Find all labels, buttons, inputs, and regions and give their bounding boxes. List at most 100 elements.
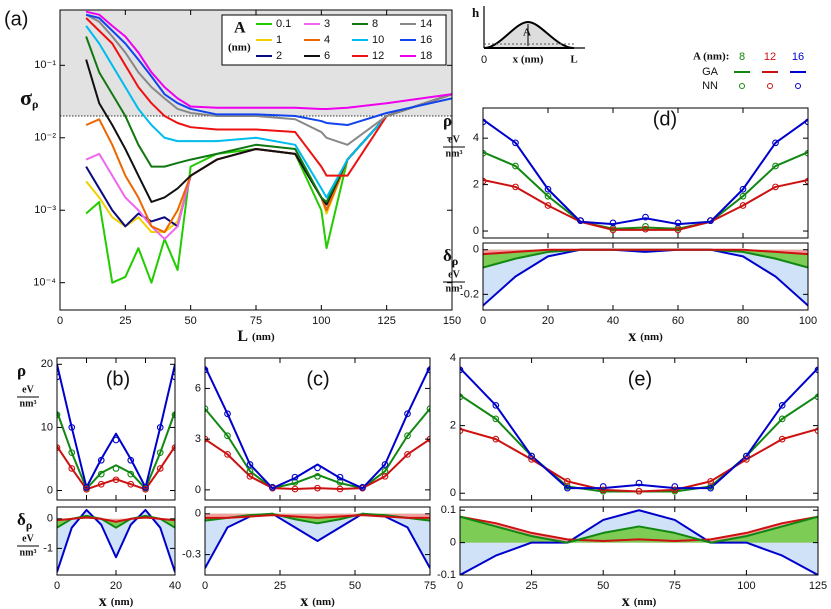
nn-marker: [492, 435, 500, 443]
frame: [482, 242, 809, 311]
y-axis-name: δ: [17, 510, 26, 529]
nn-marker: [112, 465, 120, 472]
y-axis-sub: ρ: [452, 254, 458, 268]
nn-marker: [739, 202, 747, 209]
nn-marker: [544, 192, 552, 200]
nn-marker: [404, 410, 411, 418]
nn-marker: [142, 484, 149, 491]
x-tick-label: 50: [597, 580, 609, 592]
y-tick-label: 10⁻¹: [34, 59, 56, 71]
nn-marker: [291, 473, 299, 481]
nn-marker: [642, 213, 649, 221]
nn-marker: [68, 465, 76, 472]
legend-label: 8: [372, 18, 378, 30]
x-axis-label: x (nm): [628, 328, 663, 345]
nn-marker: [739, 185, 747, 193]
y-tick-label: 10⁻²: [34, 132, 56, 144]
series-line: [85, 36, 452, 203]
legend-title: A: [234, 20, 246, 37]
nn-marker: [739, 192, 747, 200]
nn-marker: [336, 473, 344, 481]
nn-marker: [609, 226, 617, 234]
nn-marker: [512, 162, 519, 170]
x-tick-label: 125: [809, 580, 827, 592]
inset-label: 0: [481, 54, 487, 66]
nn-marker: [97, 456, 105, 464]
y-tick-label: 0: [195, 484, 201, 496]
nn-marker: [642, 225, 649, 233]
nn-marker: [512, 183, 519, 191]
legend-label: 10: [372, 34, 384, 46]
x-axis-label: x (nm): [300, 593, 335, 609]
nn-marker: [127, 456, 135, 464]
nn-marker: [246, 461, 254, 468]
y-tick-label: 10: [41, 421, 53, 433]
series-line: [205, 514, 430, 519]
y-axis-sub: ρ: [32, 97, 38, 111]
nn-marker: [707, 484, 714, 492]
y-axis-label: δρ: [443, 246, 458, 268]
y-axis-name: δ: [443, 246, 452, 265]
inset-label: L: [570, 54, 577, 66]
plot-area: [205, 366, 430, 493]
x-tick-label: 0: [202, 580, 208, 592]
x-axis-unit: (nm): [312, 596, 335, 608]
series-line: [460, 367, 818, 490]
y-unit-den: nm³: [20, 547, 37, 558]
x-tick-label: 40: [607, 315, 619, 327]
x-tick-label: 75: [250, 315, 262, 327]
nn-marker: [359, 483, 366, 491]
panel-label: (a): [4, 8, 28, 30]
y-axis-name: ρ: [17, 361, 26, 380]
y-unit-num: eV: [22, 533, 34, 544]
plot-area: [205, 512, 430, 569]
legend-marker: [767, 83, 773, 89]
nn-marker: [127, 470, 135, 478]
legend-label: 14: [420, 18, 432, 30]
nn-marker: [426, 366, 430, 374]
x-tick-label: 60: [672, 315, 684, 327]
y-unit-num: eV: [448, 134, 460, 145]
error-area: [57, 509, 175, 573]
y-tick-label: -0.3: [182, 549, 201, 561]
nn-marker: [642, 223, 649, 230]
nn-marker: [635, 487, 643, 495]
nn-marker: [772, 162, 779, 170]
frame: [204, 357, 431, 501]
nn-marker: [804, 118, 808, 126]
legend-label: 18: [420, 50, 432, 62]
nn-marker: [224, 410, 231, 418]
x-tick-label: 50: [185, 315, 197, 327]
x-tick-label: 75: [669, 580, 681, 592]
nn-marker: [142, 485, 149, 493]
legend-label: 16: [792, 51, 804, 63]
series-line: [460, 515, 818, 544]
nn-marker: [814, 366, 818, 374]
nn-marker: [291, 485, 299, 493]
legend-title: (nm): [228, 42, 251, 54]
series-line: [57, 508, 175, 573]
y-tick-label: 20: [41, 358, 53, 370]
y-axis-label: ρ: [17, 361, 26, 380]
y-tick-label: 4: [473, 132, 479, 144]
series-line: [460, 515, 818, 542]
nn-marker: [224, 432, 231, 440]
nn-marker: [674, 219, 682, 227]
y-tick-label: -0.1: [437, 569, 456, 581]
plot-area: [57, 508, 175, 573]
legend-label: 12: [764, 51, 776, 63]
nn-marker: [127, 480, 135, 488]
x-tick-label: 100: [312, 315, 330, 327]
nn-marker: [381, 472, 389, 480]
inset-label: A: [523, 27, 531, 39]
y-tick-label: 10⁻⁴: [33, 277, 56, 289]
inset-label: h: [472, 5, 480, 20]
panel-label: (b): [106, 368, 130, 390]
y-tick-label: 0: [450, 537, 456, 549]
plot-area: [483, 118, 808, 234]
x-tick-label: 25: [525, 580, 537, 592]
x-axis-unit: (nm): [634, 596, 657, 608]
series-line: [460, 509, 818, 575]
y-unit-den: nm³: [446, 283, 463, 294]
